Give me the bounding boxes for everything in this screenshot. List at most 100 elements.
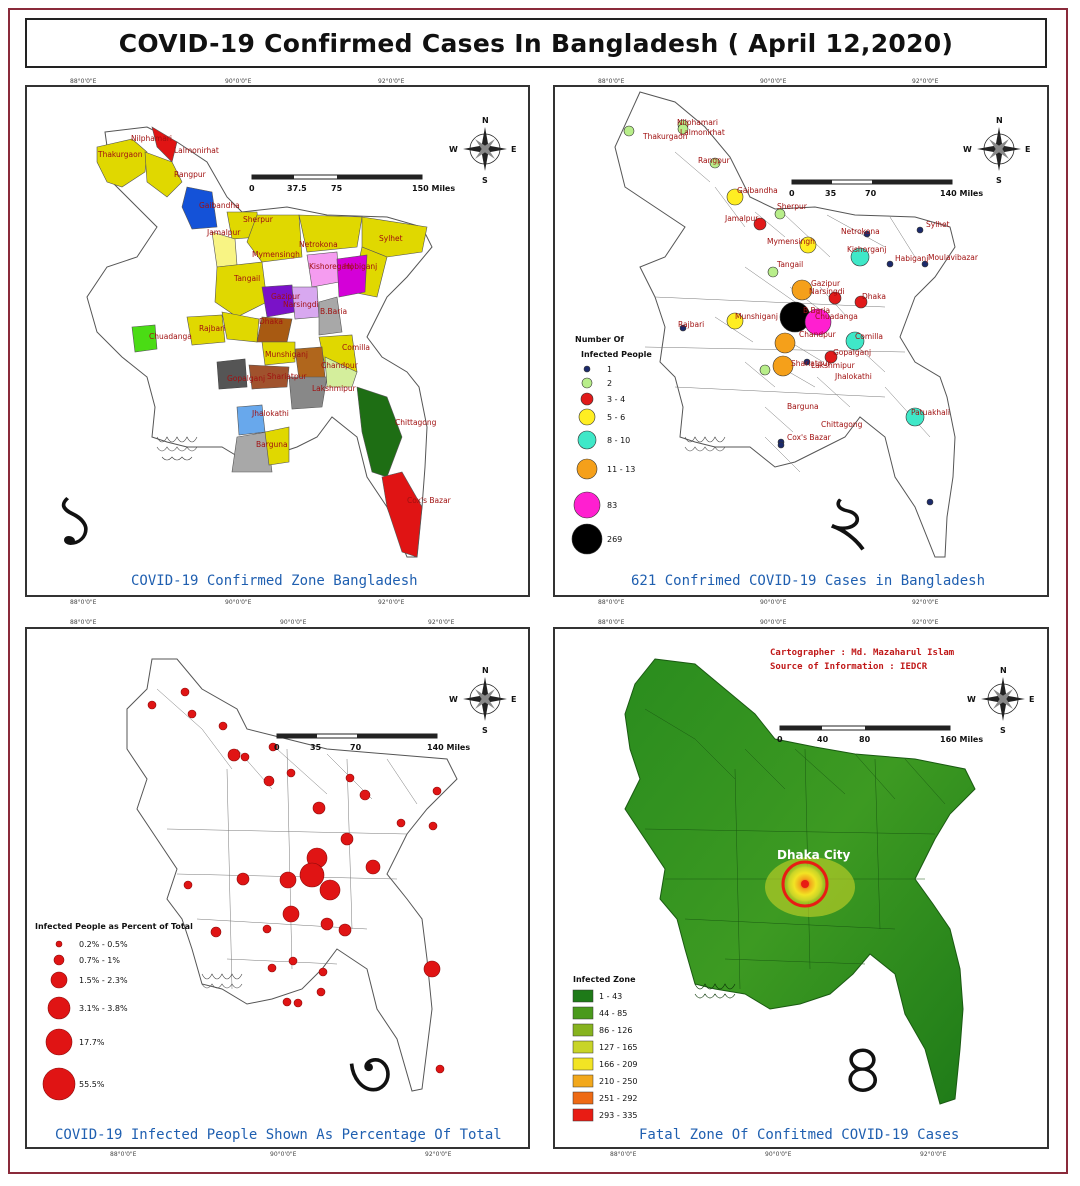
- district-label: Lalmonirhat: [680, 128, 725, 137]
- legend-label: 55.5%: [79, 1080, 105, 1089]
- case-marker: [886, 260, 894, 268]
- legend-label: 2: [607, 379, 612, 388]
- district-chuadanga: [131, 324, 158, 353]
- panel-confirmed-zone: Nilphamari Lalmonirhat Thakurgaon Rangpur Ga…: [25, 85, 530, 597]
- scale-tick: 0: [249, 184, 255, 193]
- case-marker: [759, 364, 771, 376]
- district-lines: [644, 708, 946, 990]
- district-label: Shariatpur: [791, 359, 831, 368]
- compass-rose-icon: N S E W: [449, 116, 516, 185]
- scale-bar: 0 40 80 160 Miles: [777, 725, 983, 744]
- scale-tick: 35: [310, 743, 322, 752]
- district-label: Gaibandha: [737, 186, 778, 195]
- case-marker: [726, 312, 744, 330]
- percent-marker: [423, 960, 441, 978]
- compass-s: S: [482, 726, 488, 735]
- legend-label: 3 - 4: [607, 395, 625, 404]
- percent-marker: [227, 748, 241, 762]
- panel-fatal-zone: Dhaka City Cartographer : Md. Mazaharul …: [553, 627, 1049, 1149]
- district-label: Dhaka: [862, 292, 886, 301]
- percent-marker: [359, 789, 371, 801]
- scale-tick: 75: [331, 184, 343, 193]
- graticule-lon-label: 90°0'0"E: [760, 78, 787, 85]
- district-label: Rangpur: [698, 156, 731, 165]
- case-marker: [774, 208, 786, 220]
- scale-tick: 70: [350, 743, 362, 752]
- district-label: Chuadanga: [149, 332, 192, 341]
- case-marker: [926, 498, 934, 506]
- sundarbans-texture: [684, 436, 726, 452]
- district-label: Cox's Bazar: [787, 433, 832, 442]
- percent-marker: [267, 963, 277, 973]
- sundarbans-texture: [201, 973, 243, 989]
- legend-label: 166 - 209: [599, 1060, 638, 1069]
- district-label: Lakshmipur: [312, 384, 357, 393]
- legend-swatch: [572, 1074, 594, 1088]
- district-label: Comilla: [342, 343, 370, 352]
- district-thakurgaon: [96, 138, 148, 188]
- district-lines: [644, 151, 931, 473]
- case-marker: [772, 355, 794, 377]
- case-marker: [679, 324, 687, 332]
- scale-bar: 0 35 70 140 Miles: [274, 733, 470, 752]
- graticule-lon-label: 88°0'0"E: [610, 1151, 637, 1158]
- district-gopalganj: [216, 358, 248, 390]
- district-sylhet: [361, 216, 428, 258]
- scale-tick: 35: [825, 189, 837, 198]
- district-barguna: [231, 431, 273, 473]
- case-marker: [828, 291, 842, 305]
- district-label: B.Baria: [320, 307, 347, 316]
- graticule-lon-label: 88°0'0"E: [70, 599, 97, 606]
- percent-marker: [312, 801, 326, 815]
- legend-swatch: [572, 1057, 594, 1071]
- graticule-lon-label: 90°0'0"E: [760, 599, 787, 606]
- district-mymensingh: [246, 214, 303, 263]
- legend-swatch: [581, 377, 593, 389]
- district-coxsbazar: [381, 471, 423, 558]
- district-patuakhali: [264, 426, 290, 466]
- scale-tick: 140 Miles: [940, 189, 983, 198]
- district-label: Narsingdi: [283, 300, 319, 309]
- legend-swatch: [576, 458, 598, 480]
- district-label: Rajbari: [678, 320, 704, 329]
- percent-marker: [293, 998, 303, 1008]
- district-label: B.Baria: [803, 306, 830, 315]
- legend-swatch: [47, 996, 71, 1020]
- legend-swatch: [580, 392, 594, 406]
- legend-swatch: [583, 365, 591, 373]
- graticule-lon-label: 92°0'0"E: [912, 78, 939, 85]
- case-marker: [677, 123, 689, 135]
- compass-e: E: [511, 145, 516, 154]
- district-label: Barguna: [256, 440, 288, 449]
- graticule-lon-label: 92°0'0"E: [378, 599, 405, 606]
- compass-s: S: [1000, 726, 1006, 735]
- percent-marker: [316, 987, 326, 997]
- sundarbans-texture: [694, 983, 736, 999]
- legend-label: 86 - 126: [599, 1026, 632, 1035]
- legend-swatch: [572, 1006, 594, 1020]
- compass-rose-icon: N S E W: [963, 116, 1030, 185]
- compass-n: N: [482, 116, 489, 125]
- compass-e: E: [1029, 695, 1034, 704]
- graticule-lon-label: 88°0'0"E: [598, 78, 625, 85]
- hotspot-ring: [781, 860, 829, 908]
- panel-confirmed-cases: Nilphamari Lalmonirhat Thakurgaon Rangpur Ga…: [553, 85, 1049, 597]
- district-label: Chittagong: [395, 418, 437, 427]
- district-label: Narsingdi: [809, 287, 845, 296]
- graticule-lon-label: 92°0'0"E: [425, 1151, 452, 1158]
- legend-label: 1: [607, 365, 612, 374]
- district-label: Hobiganj: [344, 262, 377, 271]
- graticule-lon-label: 88°0'0"E: [70, 619, 97, 626]
- case-marker: [774, 332, 796, 354]
- legend-label: 293 - 335: [599, 1111, 638, 1120]
- district-label: Sherpur: [777, 202, 808, 211]
- hotspot-center: [801, 880, 809, 888]
- graticule-lon-label: 92°0'0"E: [912, 619, 939, 626]
- district-shariatpur: [248, 364, 290, 390]
- compass-w: W: [963, 145, 972, 154]
- compass-s: S: [482, 176, 488, 185]
- legend-label: 8 - 10: [607, 436, 630, 445]
- district-label: Tangail: [776, 260, 803, 269]
- district-lakshmipur: [288, 376, 328, 410]
- district-gaibandha: [181, 186, 218, 230]
